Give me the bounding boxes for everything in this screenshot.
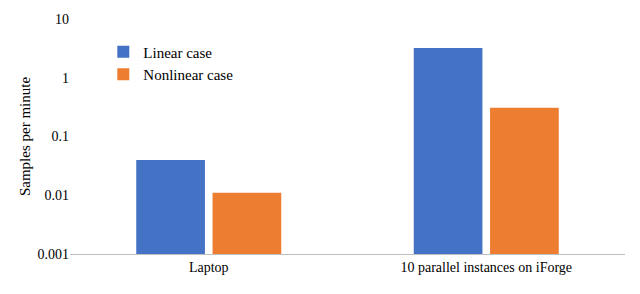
svg-text:Nonlinear case: Nonlinear case	[143, 67, 233, 83]
svg-text:10 parallel instances on iForg: 10 parallel instances on iForge	[400, 260, 572, 275]
svg-text:1: 1	[62, 71, 69, 86]
svg-text:Linear case: Linear case	[143, 45, 212, 61]
svg-text:0.01: 0.01	[45, 188, 70, 203]
svg-text:10: 10	[55, 12, 69, 27]
svg-text:0.1: 0.1	[52, 129, 70, 144]
svg-text:Laptop: Laptop	[189, 260, 229, 275]
svg-text:Samples per minute: Samples per minute	[17, 77, 33, 196]
svg-text:0.001: 0.001	[38, 247, 70, 262]
